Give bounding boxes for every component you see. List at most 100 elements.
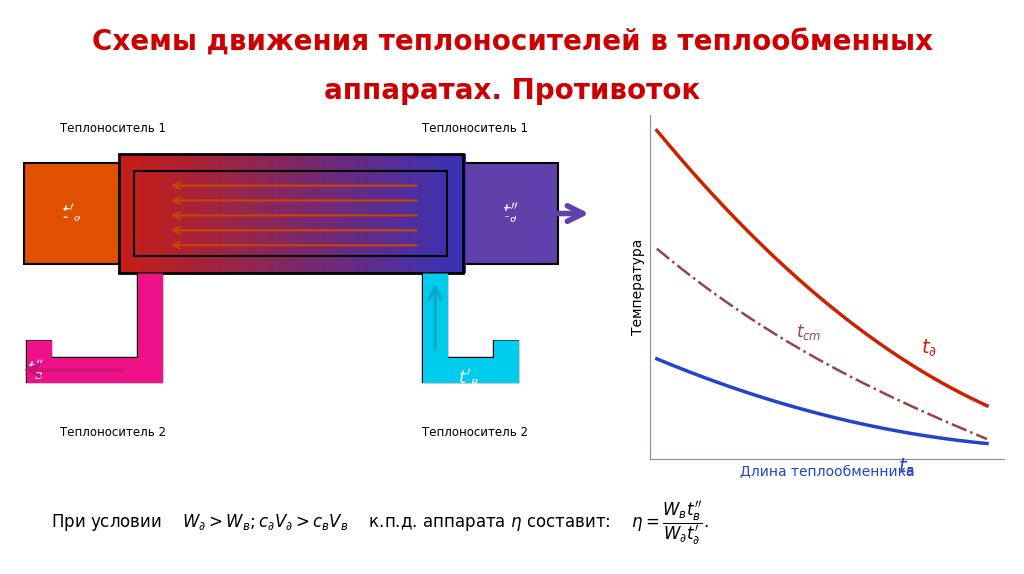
Text: $t_{cm}$: $t_{cm}$	[796, 322, 821, 342]
Bar	[338, 154, 345, 273]
FancyBboxPatch shape	[24, 163, 119, 264]
Text: При условии    $W_{\partial}>W_{\mathit{в}};c_{\partial}V_{\partial}>c_{\mathit{: При условии $W_{\partial}>W_{\mathit{в}}…	[51, 499, 709, 547]
Bar	[273, 154, 281, 273]
Bar	[252, 154, 259, 273]
Bar	[170, 154, 178, 273]
Bar	[359, 154, 367, 273]
Bar	[321, 154, 329, 273]
Bar	[136, 154, 143, 273]
Bar	[222, 154, 229, 273]
Bar	[364, 154, 372, 273]
Bar	[166, 154, 173, 273]
Bar	[304, 154, 311, 273]
Bar	[455, 154, 462, 273]
Bar	[213, 154, 221, 273]
Bar	[154, 154, 161, 273]
Bar	[330, 154, 337, 273]
Bar	[144, 154, 152, 273]
Bar	[402, 154, 410, 273]
Bar	[183, 154, 190, 273]
Text: Теплоноситель 1: Теплоноситель 1	[422, 122, 528, 135]
Bar	[234, 154, 243, 273]
Bar	[299, 154, 307, 273]
Bar	[407, 154, 415, 273]
Bar	[123, 154, 130, 273]
Bar	[134, 170, 447, 257]
Bar	[351, 154, 358, 273]
Bar	[316, 154, 324, 273]
Bar	[459, 154, 466, 273]
Bar	[201, 154, 208, 273]
Bar	[248, 154, 255, 273]
Bar	[158, 154, 165, 273]
Bar	[187, 154, 195, 273]
Bar	[132, 154, 139, 273]
Bar	[412, 154, 419, 273]
Bar	[369, 154, 376, 273]
Bar	[191, 154, 200, 273]
Bar	[256, 154, 264, 273]
Text: Теплоноситель 2: Теплоноситель 2	[59, 426, 166, 439]
Bar	[441, 154, 449, 273]
Bar	[377, 154, 384, 273]
Bar	[394, 154, 401, 273]
X-axis label: Длина теплообменника: Длина теплообменника	[739, 465, 914, 479]
Bar	[269, 154, 276, 273]
Bar	[326, 154, 333, 273]
Y-axis label: Температура: Температура	[631, 239, 645, 335]
Bar	[385, 154, 393, 273]
Text: аппаратах. Противоток: аппаратах. Противоток	[324, 77, 700, 106]
Text: $t^{\prime\prime}_{\partial}$: $t^{\prime\prime}_{\partial}$	[502, 202, 519, 225]
Bar	[445, 154, 453, 273]
Text: Теплоноситель 2: Теплоноситель 2	[422, 426, 528, 439]
Bar	[175, 154, 182, 273]
Bar	[197, 154, 204, 273]
Text: $t^{\prime\prime}_{\mathit{в}}$: $t^{\prime\prime}_{\mathit{в}}$	[28, 358, 44, 382]
Bar	[148, 154, 157, 273]
Bar	[283, 154, 290, 273]
FancyBboxPatch shape	[463, 163, 558, 264]
Bar	[287, 154, 294, 273]
Bar	[424, 154, 431, 273]
Text: Схемы движения теплоносителей в теплообменных: Схемы движения теплоносителей в теплообм…	[91, 29, 933, 57]
Bar	[450, 154, 458, 273]
Bar	[261, 154, 268, 273]
Bar	[390, 154, 397, 273]
Bar	[308, 154, 315, 273]
Bar	[209, 154, 216, 273]
Bar	[433, 154, 440, 273]
Bar	[398, 154, 406, 273]
Text: $t'_{\mathit{в}}$: $t'_{\mathit{в}}$	[459, 367, 479, 389]
Bar	[230, 154, 238, 273]
Bar	[291, 154, 298, 273]
Bar	[428, 154, 436, 273]
Bar	[437, 154, 444, 273]
Bar	[373, 154, 380, 273]
Bar	[265, 154, 272, 273]
Text: $t'_{\partial}$: $t'_{\partial}$	[60, 203, 81, 224]
Bar	[140, 154, 147, 273]
Bar	[179, 154, 186, 273]
Bar	[420, 154, 427, 273]
Text: Теплоноситель 1: Теплоноситель 1	[59, 122, 166, 135]
Bar	[381, 154, 388, 273]
Bar	[127, 154, 135, 273]
Bar	[119, 154, 463, 273]
Bar	[226, 154, 233, 273]
Bar	[334, 154, 341, 273]
Bar	[205, 154, 212, 273]
Bar	[240, 154, 247, 273]
Text: $t_{\mathit{в}}$: $t_{\mathit{в}}$	[898, 456, 914, 478]
Bar	[355, 154, 362, 273]
Bar	[347, 154, 354, 273]
Bar	[278, 154, 286, 273]
Bar	[312, 154, 319, 273]
Bar	[119, 154, 126, 273]
Bar	[295, 154, 302, 273]
Text: $t_{\partial}$: $t_{\partial}$	[921, 338, 937, 358]
Bar	[244, 154, 251, 273]
Bar	[218, 154, 225, 273]
Bar	[342, 154, 350, 273]
Bar	[416, 154, 423, 273]
Bar	[162, 154, 169, 273]
